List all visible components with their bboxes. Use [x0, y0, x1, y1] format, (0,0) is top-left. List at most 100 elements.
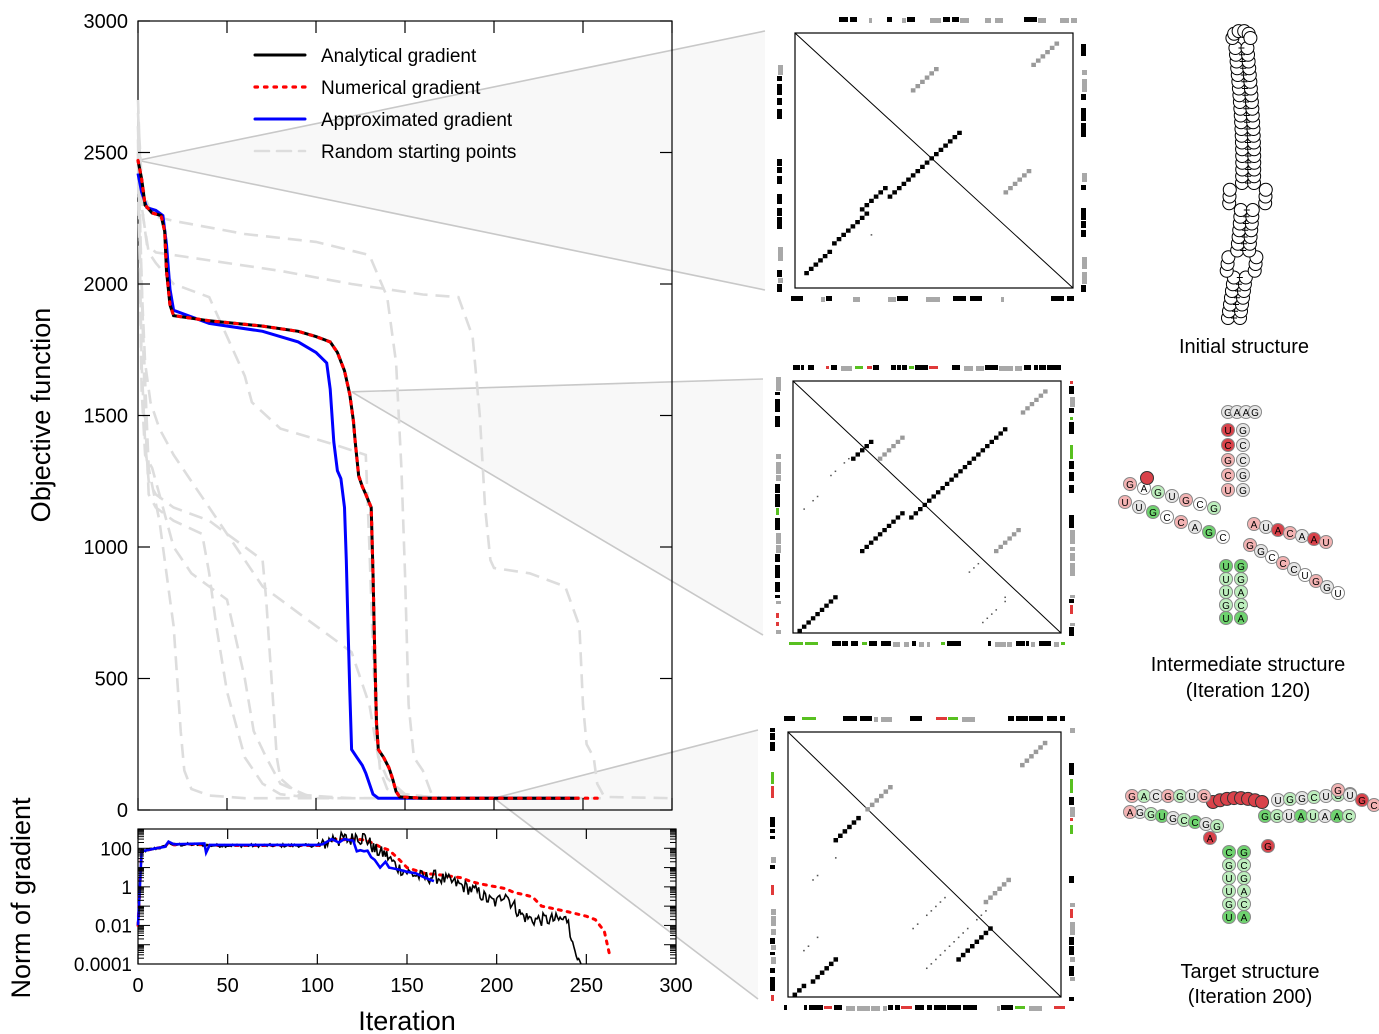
dotplot-intermediate-edge-mark: [1069, 485, 1074, 493]
dotplot-initial-lower-dot: [887, 194, 893, 199]
dotplot-target-edge-mark: [936, 717, 947, 720]
dotplot-target-edge-mark: [1070, 807, 1075, 817]
target-right-lower-nt-letter: A: [1298, 812, 1305, 823]
dotplot-intermediate-upper-dot: [895, 439, 901, 444]
dotplot-target-faint-dot: [962, 932, 964, 934]
dotplot-target-lower-dot: [974, 939, 980, 944]
dotplot-intermediate-edge-mark: [893, 642, 900, 647]
dotplot-initial-lower-dot: [836, 237, 842, 242]
target-left-arm-nt-letter: U: [1188, 792, 1195, 803]
dotplot-target-edge-mark: [1070, 922, 1075, 935]
dotplot-target-edge-mark: [771, 885, 774, 895]
dotplot-intermediate-lower-dot: [851, 456, 856, 461]
intermediate-top-stem-nt-letter: C: [1224, 471, 1231, 482]
dotplot-initial-faint-dot: [870, 234, 873, 236]
dotplot-intermediate-edge-mark: [927, 642, 930, 647]
dotplot-target-edge-mark: [834, 1005, 842, 1010]
dotplot-target-lower-dot: [842, 829, 848, 834]
approximated-gradient-line: [136, 173, 575, 800]
gradient-ytick-label: 0.01: [95, 916, 132, 937]
dotplot-target-edge-mark: [846, 1006, 855, 1011]
dotplot-intermediate-faint-dot: [982, 621, 984, 624]
dotplot-intermediate-edge-mark: [941, 642, 945, 645]
target-left-end-nt: [1123, 805, 1137, 819]
intermediate-top-loop-nt-letter: A: [1243, 408, 1250, 419]
dotplot-intermediate-lower-dot: [819, 607, 825, 612]
dotplot-initial-edge-mark: [778, 65, 783, 75]
dotplot-intermediate-edge-mark: [929, 366, 938, 369]
intermediate-left-arm-nt-letter: G: [1210, 504, 1218, 515]
initial-nt-left: [1222, 182, 1237, 197]
intermediate-left-arm-nt: [1151, 485, 1165, 499]
dotplot-initial-edge-mark: [1067, 296, 1074, 301]
intermediate-top-stem-nt: [1221, 423, 1235, 437]
dotplot-intermediate-edge-mark: [1070, 530, 1075, 544]
dotplot-intermediate-lower-dot: [882, 528, 887, 533]
dotplot-intermediate-lower-dot: [801, 624, 807, 629]
dotplot-intermediate-edge-mark: [1069, 408, 1074, 413]
intermediate-right-lower-nt: [1276, 556, 1290, 570]
dotplot-intermediate-edge-mark: [775, 392, 780, 395]
dotplot-initial-lower-dot: [901, 181, 907, 186]
target-left-lower-nt-letter: G: [1147, 810, 1155, 821]
dotplot-target-upper-dot: [1033, 749, 1039, 755]
dotplot-intermediate-faint-dot: [830, 474, 832, 477]
dotplot-intermediate-lower-dot: [895, 515, 901, 520]
dotplot-intermediate-edge-mark: [1039, 641, 1051, 646]
target-bottom-stem-nt-letter: C: [1240, 900, 1247, 911]
dotplot-target-edge-mark: [963, 1005, 977, 1010]
dotplot-intermediate-edge-mark: [1070, 397, 1075, 407]
dotplot-target-faint-dot: [935, 958, 937, 961]
dotplot-intermediate-lower-dot: [971, 456, 977, 461]
dotplot-initial-edge-mark: [926, 297, 940, 302]
dotplot-target-edge-mark: [770, 865, 775, 869]
target-left-arm-nt-letter: G: [1164, 792, 1172, 803]
target-right-end-nt: [1331, 783, 1345, 797]
dotplot-initial-edge-mark: [1081, 44, 1086, 56]
dotplot-intermediate-lower-dot: [833, 595, 838, 600]
dotplot-initial-lower-dot: [952, 135, 958, 140]
dotplot-initial-edge-mark: [1001, 297, 1004, 302]
dotplot-target-upper-dot: [1029, 754, 1034, 759]
dotplot-target-faint-dot: [948, 945, 951, 947]
objective-plot: 0 500 1000 1500 2000 2500 3000 Objective funct…: [26, 11, 673, 822]
dotplot-intermediate-faint-dot: [803, 508, 805, 510]
intermediate-top-stem-nt-letter: C: [1239, 456, 1246, 467]
dotplot-target-lower-dot: [819, 970, 825, 975]
intermediate-left-lower-nt: [1174, 515, 1188, 529]
dotplot-intermediate-edge-mark: [1069, 599, 1074, 603]
target-right-lower-nt: [1342, 809, 1356, 823]
dotplot-intermediate-edge-mark: [1070, 553, 1075, 561]
gradient-plot-xlabel: Iteration: [358, 1006, 456, 1034]
intermediate-right-lower-nt: [1243, 538, 1257, 552]
main-plot-y-tick-labels: 0 500 1000 1500 2000 2500 3000: [84, 11, 129, 822]
dotplot-intermediate-lower-dot: [860, 448, 865, 453]
dotplot-intermediate-lower-dot: [877, 532, 883, 537]
dotplot-target-edge-mark: [1070, 909, 1073, 918]
target-left-lower-nt: [1210, 819, 1224, 833]
dotplot-target-edge-mark: [948, 717, 958, 720]
dotplot-initial-lower-dot: [883, 186, 888, 191]
dotplot-intermediate-faint-dot: [812, 499, 814, 502]
dotplot-target-edge-mark: [771, 916, 776, 926]
gradient-xtick-label: 100: [301, 975, 334, 997]
intermediate-left-arm-nt: [1165, 489, 1179, 503]
dotplot-target-faint-dot: [976, 918, 978, 921]
dotplot-target-faint-dot: [925, 914, 928, 917]
random-run-line-6: [136, 139, 405, 800]
dotplot-intermediate-edge-mark: [776, 601, 781, 604]
dotplot-intermediate-edge-mark: [897, 365, 901, 370]
dotplot-intermediate-edge-mark: [1061, 642, 1065, 645]
intermediate-top-loop-nt: [1248, 405, 1262, 419]
initial-loop-nt: [1243, 31, 1258, 45]
dotplot-intermediate-lower-dot: [860, 549, 865, 554]
dotplot-initial-edge-mark: [985, 18, 991, 23]
intermediate-right-arm-nt-letter: A: [1311, 535, 1318, 546]
dotplot-intermediate-lower-dot: [824, 603, 829, 608]
dotplot-initial-edge-mark: [1082, 173, 1087, 182]
dotplot-intermediate-lower-dot: [1002, 427, 1008, 432]
dotplot-initial-lower-dot: [827, 249, 833, 254]
intermediate-right-lower-nt-letter: G: [1323, 583, 1331, 594]
gradient-plot-ylabel: Norm of gradient: [6, 797, 36, 999]
dotplot-intermediate-edge-mark: [776, 462, 781, 474]
